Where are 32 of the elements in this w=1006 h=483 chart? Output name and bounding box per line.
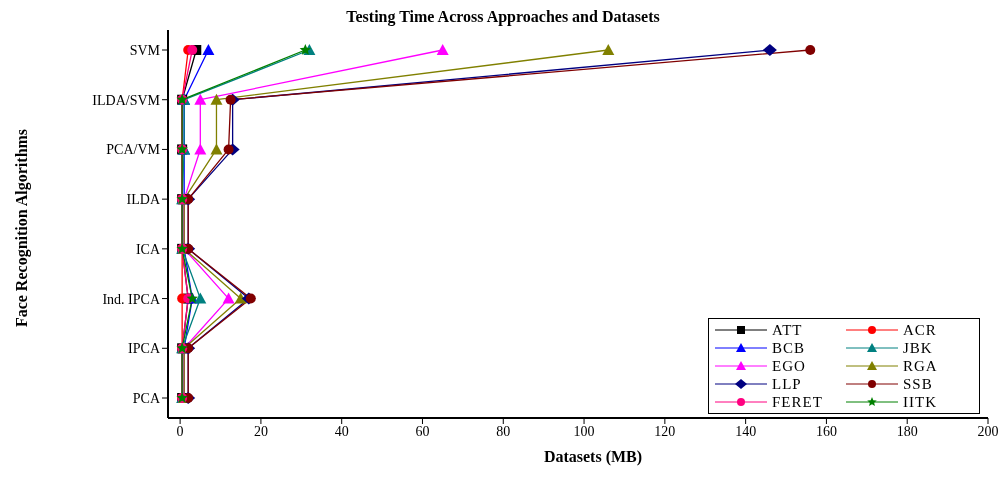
y-axis-title: Face Recognition Algorithms [13,128,32,328]
legend-label: ACR [903,321,937,339]
legend-label: EGO [772,357,806,375]
y-tick-label: PCA/VM [106,142,161,158]
y-tick-label: ILDA [126,192,161,208]
y-tick-label: ILDA/SVM [92,92,161,108]
x-tick-label: 180 [896,423,918,439]
y-tick-label: Ind. IPCA [102,291,161,307]
x-tick-label: 0 [176,423,184,439]
x-tick-label: 40 [334,423,349,439]
y-tick-label: IPCA [128,341,161,357]
legend-label: LLP [772,375,802,393]
legend-label: RGA [903,357,938,375]
legend-label: ATT [772,321,803,339]
x-tick-label: 60 [415,423,430,439]
x-tick-label: 80 [496,423,511,439]
y-tick-label: SVM [129,42,161,58]
legend-label: BCB [772,339,806,357]
x-tick-label: 100 [573,423,595,439]
x-axis-title: Datasets (MB) [542,448,644,466]
legend-label: FERET [772,393,823,411]
chart-title: Testing Time Across Approaches and Datasets [345,8,661,26]
legend-label: SSB [903,375,933,393]
legend-label: JBK [903,339,933,357]
x-tick-label: 20 [253,423,268,439]
x-tick-label: 140 [735,423,757,439]
x-tick-label: 160 [815,423,837,439]
x-tick-label: 200 [977,423,999,439]
y-tick-label: PCA [132,390,161,406]
legend-label: IITK [903,393,937,411]
y-tick-label: ICA [135,241,161,257]
x-tick-label: 120 [654,423,676,439]
